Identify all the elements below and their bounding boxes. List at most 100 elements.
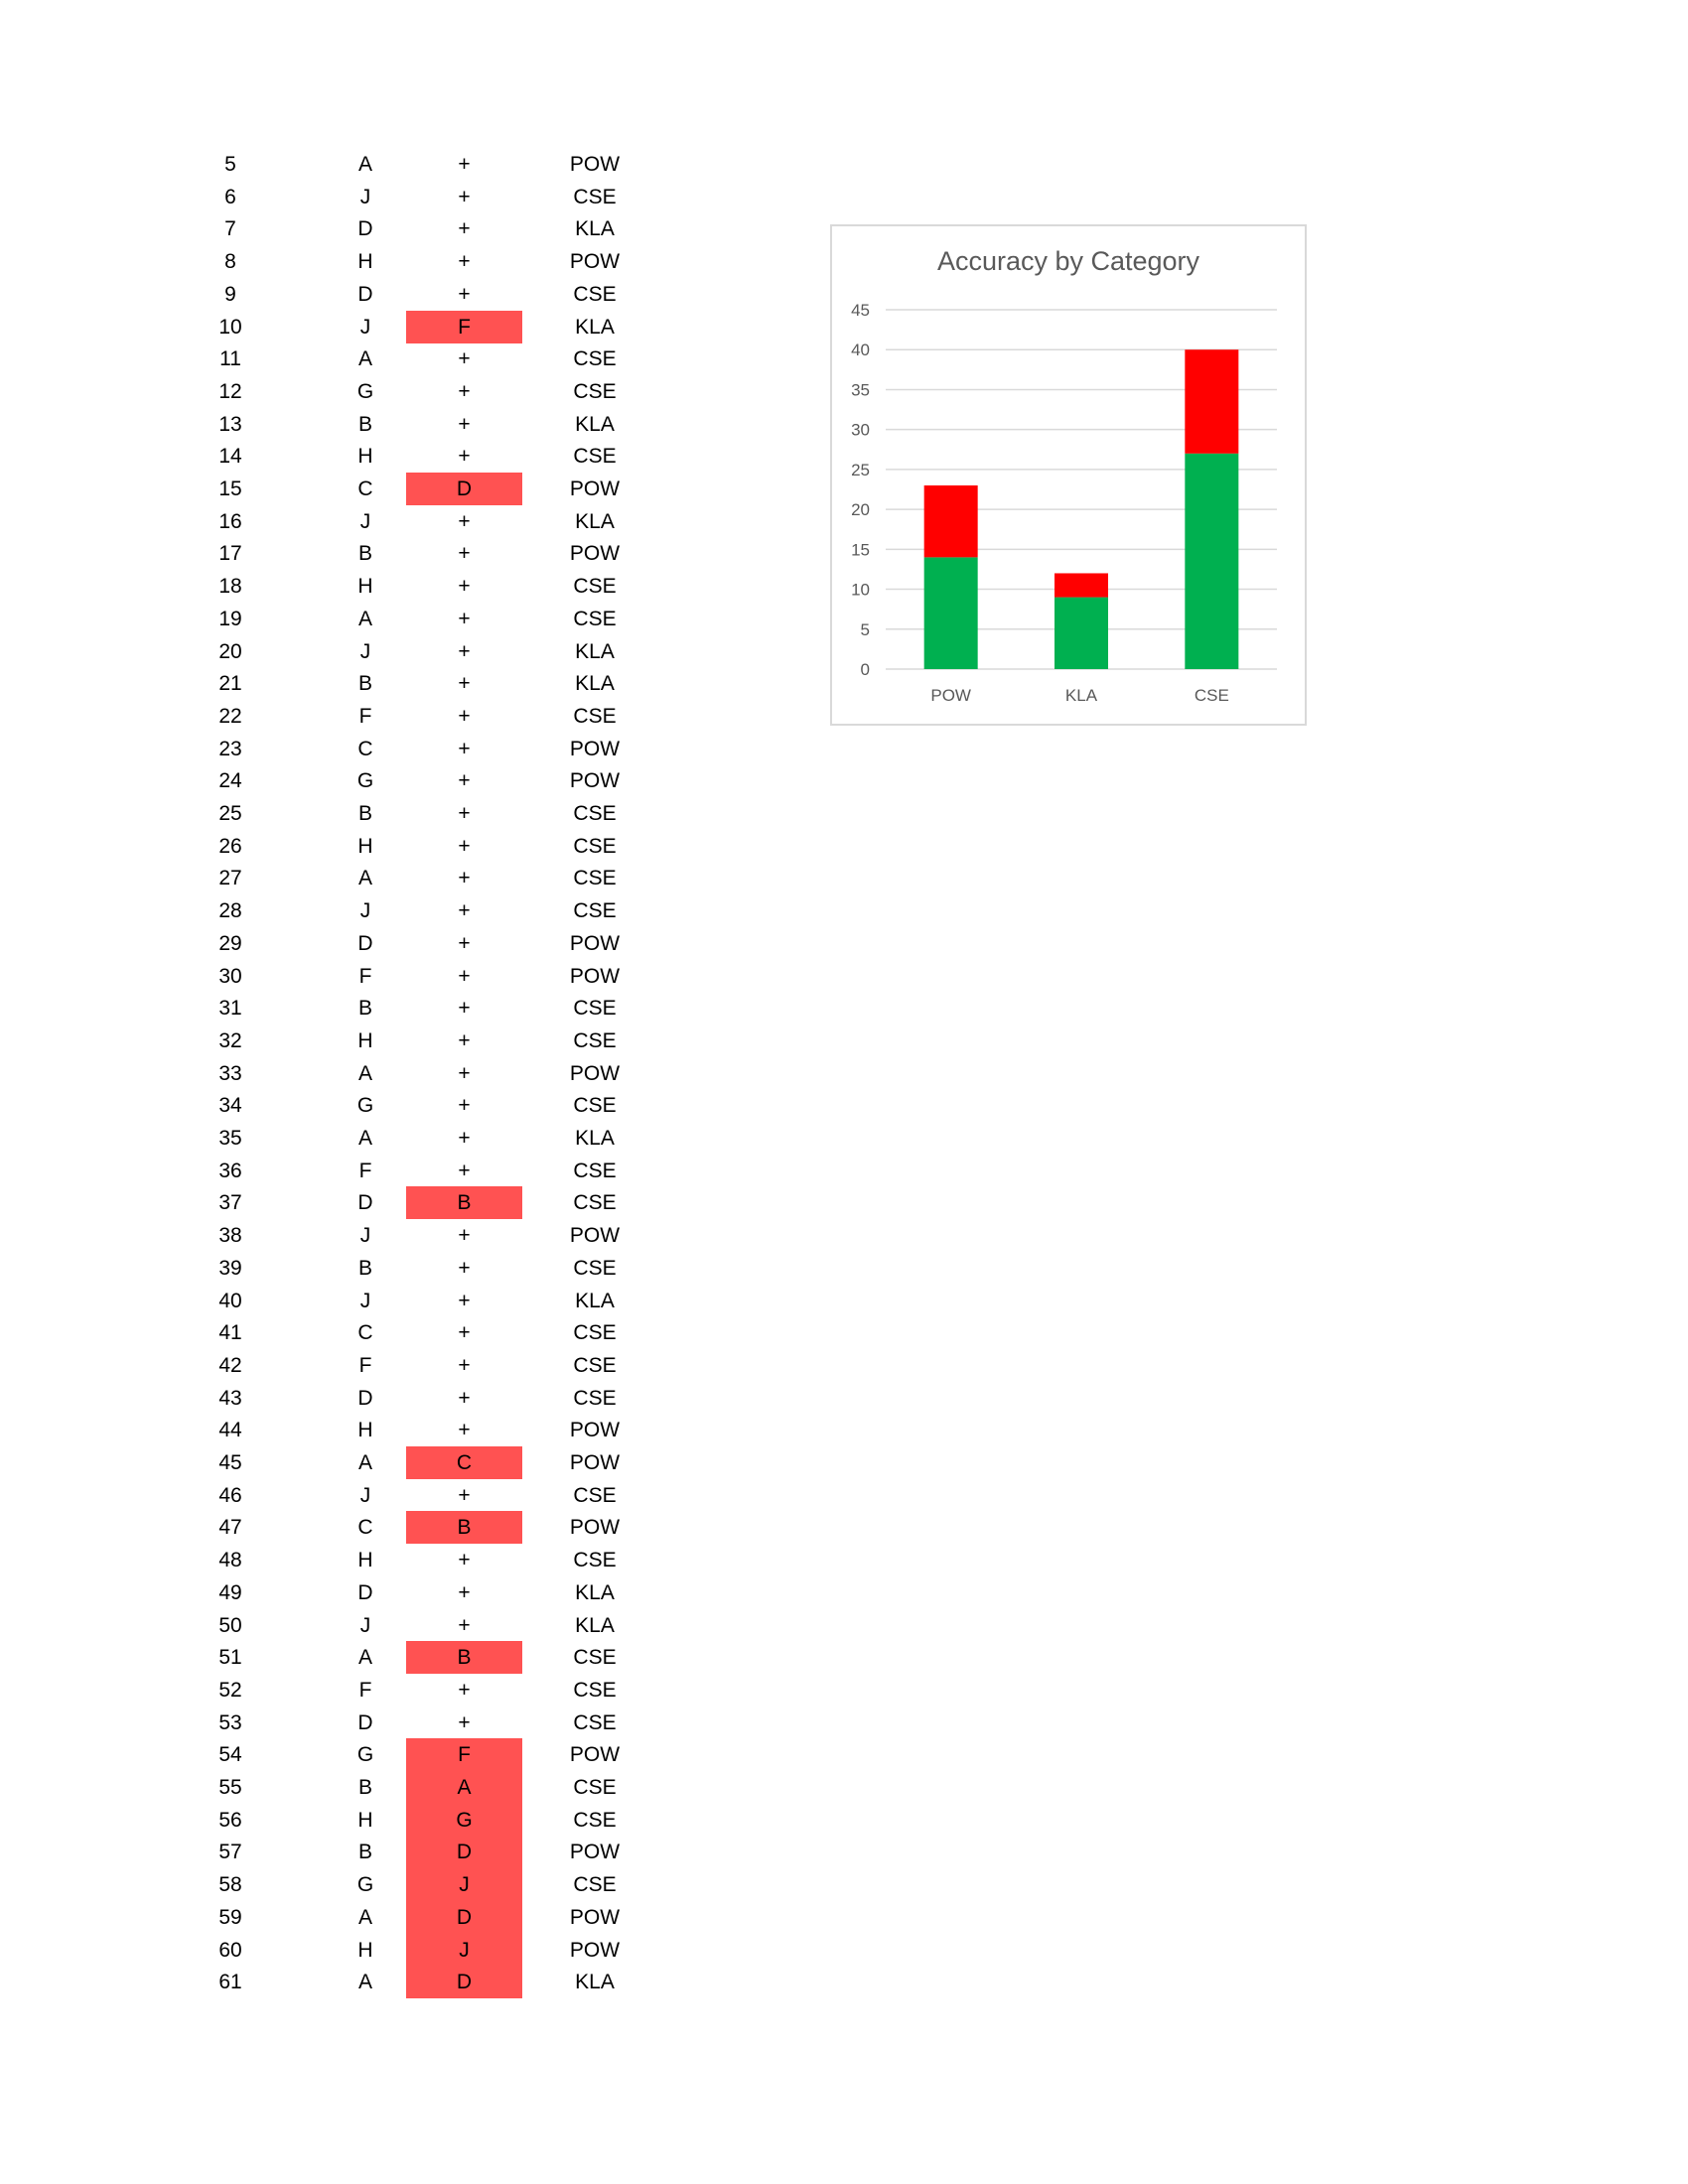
table-row: 45 A C POW bbox=[0, 1446, 695, 1479]
table-row: 6 J + CSE bbox=[0, 181, 695, 213]
table-row: 22 F + CSE bbox=[0, 700, 695, 733]
answer-key-cell: C bbox=[357, 1516, 373, 1540]
question-number: 14 bbox=[218, 445, 242, 469]
question-number: 46 bbox=[218, 1483, 242, 1507]
bar-segment-correct bbox=[923, 557, 978, 669]
category-cell: CSE bbox=[573, 834, 617, 858]
result-cell: + bbox=[458, 1094, 471, 1118]
question-number: 53 bbox=[218, 1710, 242, 1734]
question-number: 35 bbox=[218, 1127, 242, 1150]
question-number: 23 bbox=[218, 737, 242, 760]
category-cell: POW bbox=[569, 542, 621, 566]
result-cell: + bbox=[458, 1353, 471, 1377]
result-cell: + bbox=[458, 1127, 471, 1150]
answer-key-cell: D bbox=[357, 217, 373, 241]
table-row: 40 J + KLA bbox=[0, 1285, 695, 1317]
result-cell: B bbox=[406, 1641, 522, 1675]
answer-key-cell: D bbox=[357, 1580, 373, 1604]
question-number: 45 bbox=[218, 1451, 242, 1474]
result-cell: + bbox=[458, 509, 471, 533]
chart-plot: 0 5 10 15 20 25 30 35 40 45 POW KLA CSE bbox=[851, 301, 1277, 705]
category-cell: CSE bbox=[573, 867, 617, 890]
result-cell: A bbox=[406, 1771, 522, 1804]
table-row: 60 H J POW bbox=[0, 1933, 695, 1967]
table-row: 36 F + CSE bbox=[0, 1155, 695, 1187]
table-row: 32 H + CSE bbox=[0, 1024, 695, 1057]
answer-key-cell: H bbox=[357, 1808, 373, 1832]
question-number: 13 bbox=[218, 412, 242, 436]
answer-key-cell: A bbox=[357, 1905, 372, 1929]
answer-key-cell: J bbox=[359, 315, 371, 339]
result-cell: + bbox=[458, 1580, 471, 1604]
table-row: 59 A D POW bbox=[0, 1900, 695, 1934]
category-cell: CSE bbox=[573, 1256, 617, 1280]
question-number: 8 bbox=[224, 250, 236, 274]
question-number: 58 bbox=[218, 1873, 242, 1897]
table-row: 47 C B POW bbox=[0, 1511, 695, 1545]
table-row: 18 H + CSE bbox=[0, 570, 695, 603]
result-cell: + bbox=[458, 1289, 471, 1312]
table-row: 23 C + POW bbox=[0, 733, 695, 765]
y-tick-label: 10 bbox=[851, 581, 870, 600]
question-number: 55 bbox=[218, 1776, 242, 1799]
table-row: 7 D + KLA bbox=[0, 212, 695, 245]
category-cell: POW bbox=[569, 1743, 621, 1767]
question-number: 29 bbox=[218, 931, 242, 955]
y-tick-label: 0 bbox=[861, 660, 870, 679]
question-number: 25 bbox=[218, 802, 242, 825]
table-row: 35 A + KLA bbox=[0, 1122, 695, 1155]
category-cell: KLA bbox=[575, 1971, 615, 1994]
question-number: 38 bbox=[218, 1224, 242, 1248]
answer-key-cell: G bbox=[356, 769, 374, 793]
result-cell: + bbox=[458, 282, 471, 306]
table-row: 49 D + KLA bbox=[0, 1576, 695, 1609]
result-cell: + bbox=[458, 185, 471, 208]
answer-key-cell: D bbox=[357, 931, 373, 955]
table-row: 12 G + CSE bbox=[0, 375, 695, 408]
category-cell: KLA bbox=[575, 1127, 615, 1150]
result-cell: + bbox=[458, 1710, 471, 1734]
result-cell: + bbox=[458, 347, 471, 371]
question-number: 52 bbox=[218, 1678, 242, 1702]
answer-key-cell: F bbox=[358, 1159, 372, 1182]
category-cell: POW bbox=[569, 1419, 621, 1442]
question-number: 30 bbox=[218, 964, 242, 988]
question-number: 16 bbox=[218, 509, 242, 533]
question-number: 28 bbox=[218, 899, 242, 923]
question-number: 49 bbox=[218, 1580, 242, 1604]
answer-key-cell: A bbox=[357, 607, 372, 630]
table-row: 27 A + CSE bbox=[0, 862, 695, 894]
answer-key-cell: B bbox=[357, 1841, 372, 1864]
result-cell: + bbox=[458, 1678, 471, 1702]
result-cell: + bbox=[458, 250, 471, 274]
table-row: 9 D + CSE bbox=[0, 278, 695, 311]
result-cell: + bbox=[458, 769, 471, 793]
table-row: 48 H + CSE bbox=[0, 1544, 695, 1576]
category-cell: CSE bbox=[573, 282, 617, 306]
question-number: 31 bbox=[218, 997, 242, 1021]
answer-key-cell: J bbox=[359, 639, 371, 663]
answer-key-cell: D bbox=[357, 1386, 373, 1410]
question-number: 41 bbox=[218, 1321, 242, 1345]
result-cell: + bbox=[458, 704, 471, 728]
answer-key-cell: A bbox=[357, 1646, 372, 1670]
table-row: 15 C D POW bbox=[0, 473, 695, 505]
question-number: 50 bbox=[218, 1613, 242, 1637]
question-number: 34 bbox=[218, 1094, 242, 1118]
question-number: 24 bbox=[218, 769, 242, 793]
table-row: 57 B D POW bbox=[0, 1836, 695, 1869]
category-cell: CSE bbox=[573, 1710, 617, 1734]
question-number: 32 bbox=[218, 1028, 242, 1052]
x-category-label: KLA bbox=[1065, 686, 1098, 705]
result-cell: D bbox=[406, 1966, 522, 1999]
table-row: 14 H + CSE bbox=[0, 440, 695, 473]
question-number: 18 bbox=[218, 575, 242, 599]
table-row: 31 B + CSE bbox=[0, 992, 695, 1024]
result-cell: + bbox=[458, 412, 471, 436]
table-row: 38 J + POW bbox=[0, 1219, 695, 1252]
question-number: 39 bbox=[218, 1256, 242, 1280]
category-cell: KLA bbox=[575, 509, 615, 533]
category-cell: POW bbox=[569, 1841, 621, 1864]
result-cell: + bbox=[458, 639, 471, 663]
question-number: 40 bbox=[218, 1289, 242, 1312]
